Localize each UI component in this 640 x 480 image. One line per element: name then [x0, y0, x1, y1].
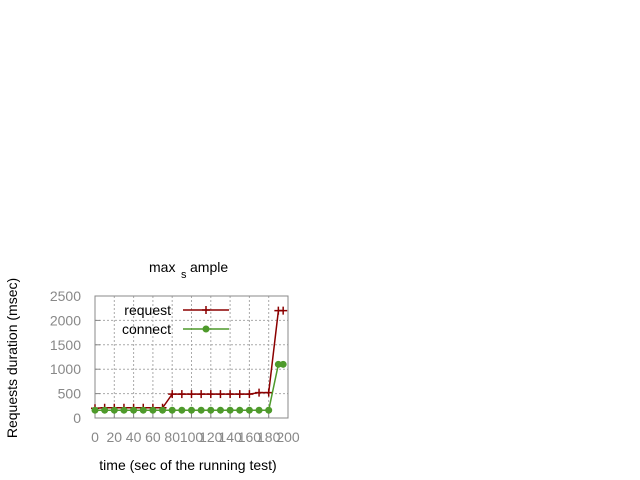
point-marker	[255, 406, 263, 414]
point-marker	[226, 406, 234, 414]
point-marker	[197, 406, 205, 414]
point-marker	[274, 360, 282, 368]
x-tick-label: 140	[218, 429, 242, 445]
y-tick-label: 500	[58, 386, 82, 402]
chart-title-main: max	[149, 259, 175, 275]
point-marker	[159, 406, 167, 414]
point-marker	[202, 325, 210, 333]
x-axis-label: time (sec of the running test)	[99, 457, 276, 473]
y-tick-label: 0	[73, 410, 81, 426]
point-marker	[207, 406, 215, 414]
x-tick-label: 120	[199, 429, 223, 445]
x-tick-label: 200	[276, 429, 300, 445]
point-marker	[178, 406, 186, 414]
series-connect	[91, 360, 287, 414]
grid	[95, 296, 288, 418]
point-marker	[245, 406, 253, 414]
y-tick-label: 2500	[50, 288, 81, 304]
point-marker	[236, 406, 244, 414]
x-tick-label: 60	[145, 429, 161, 445]
plot-frame	[94, 295, 289, 419]
point-marker	[265, 406, 273, 414]
legend: request connect	[122, 302, 229, 337]
x-tick-label: 100	[180, 429, 204, 445]
x-tick-label: 40	[126, 429, 142, 445]
chart-title-subscript: s	[181, 269, 187, 281]
point-marker	[188, 406, 195, 414]
point-marker	[110, 406, 118, 414]
point-marker	[130, 406, 138, 414]
y-tick-label: 1000	[50, 361, 81, 377]
point-marker	[149, 406, 157, 414]
series-line	[95, 363, 284, 411]
point-marker	[279, 360, 287, 368]
y-tick-label: 1500	[50, 337, 81, 353]
series-lines	[91, 306, 288, 414]
x-tick-label: 180	[257, 429, 281, 445]
point-marker	[120, 406, 128, 414]
point-marker	[139, 406, 147, 414]
legend-label: connect	[122, 321, 171, 337]
y-tick-label: 2000	[50, 312, 81, 328]
y-axis-label: Requests duration (msec)	[4, 278, 20, 438]
point-marker	[91, 406, 99, 414]
x-tick-label: 80	[164, 429, 180, 445]
chart-title-rest: ample	[190, 259, 228, 275]
x-tick-label: 0	[91, 429, 99, 445]
point-marker	[216, 406, 224, 414]
x-tick-label: 160	[238, 429, 262, 445]
axis-ticks: 0 500 1000 1500 2000 2500 0 20 40 60 80 10012014016…	[50, 288, 300, 445]
point-marker	[168, 406, 176, 414]
legend-label: request	[124, 302, 171, 318]
x-tick-label: 20	[107, 429, 123, 445]
point-marker	[101, 406, 109, 414]
series-request	[91, 306, 288, 413]
